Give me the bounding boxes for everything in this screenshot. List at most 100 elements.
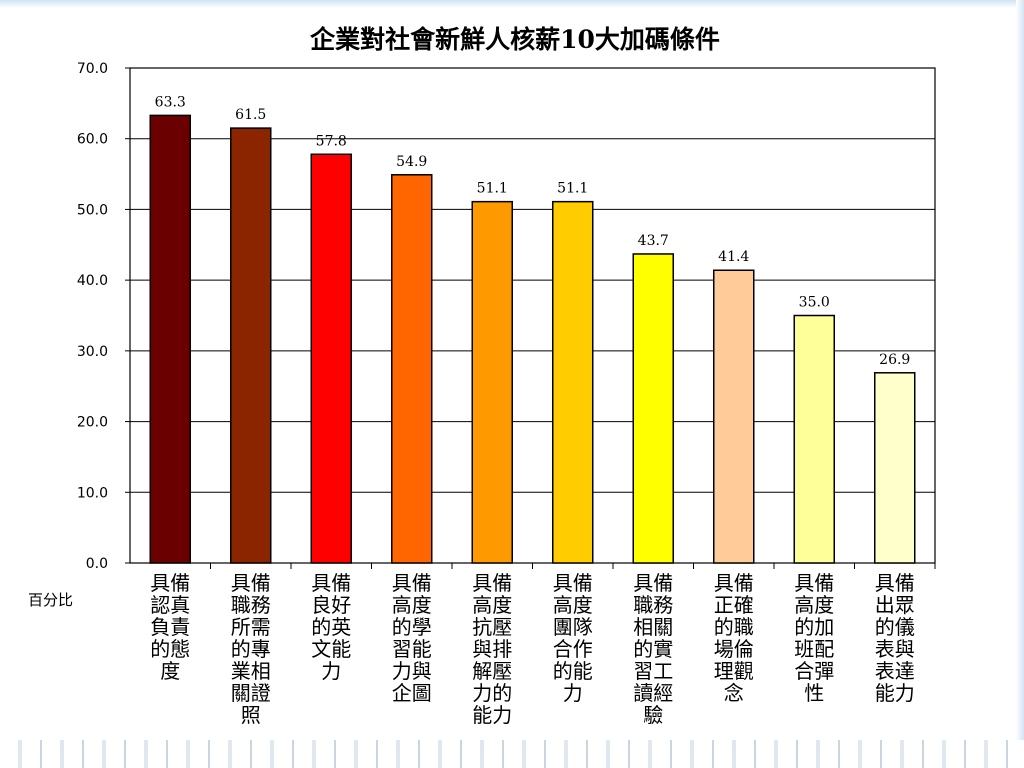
slide-top-band	[0, 0, 1024, 8]
x-category-label: 具備高度的學習能力與企圖	[392, 571, 432, 705]
x-category-label-line: 合作	[553, 637, 593, 661]
x-category-label-line: 的態	[150, 637, 190, 661]
x-category-label-line: 具備	[472, 571, 512, 595]
x-category-label-line: 念	[724, 681, 744, 705]
slide-right-edge	[1016, 0, 1024, 768]
bar	[310, 153, 352, 564]
bar-value-label: 51.1	[477, 181, 508, 197]
x-category-label: 具備高度團隊合作的能力	[553, 571, 593, 705]
x-category-label: 具備正確的職場倫理觀念	[714, 571, 754, 705]
bar	[874, 372, 916, 564]
bar-value-label: 63.3	[155, 94, 186, 110]
x-category-label-line: 具備	[392, 571, 432, 595]
x-category-label-line: 的能	[553, 659, 593, 683]
bar-value-label: 51.1	[557, 181, 588, 197]
slide-bottom-band	[0, 740, 1024, 768]
bar-value-label: 61.5	[235, 107, 266, 123]
x-category-label-line: 能力	[875, 681, 915, 705]
x-category-label-line: 習工	[633, 659, 673, 683]
x-category-label-line: 所需	[231, 615, 271, 639]
x-category-label-line: 具備	[553, 571, 593, 595]
y-tick-label: 10.0	[77, 485, 108, 501]
x-category-label-line: 場倫	[714, 637, 754, 661]
x-category-label-line: 出眾	[875, 593, 915, 617]
x-category-label-line: 讀經	[633, 681, 673, 705]
x-category-label: 具備職務相關的實習工讀經驗	[633, 571, 673, 727]
x-category-label-line: 具備	[150, 571, 190, 595]
x-category-label-line: 習能	[392, 637, 432, 661]
x-category-label-line: 解壓	[472, 659, 512, 683]
bar-value-label: 41.4	[718, 249, 749, 265]
x-category-label-line: 團隊	[553, 615, 593, 639]
x-category-label-line: 具備	[633, 571, 673, 595]
x-category-label-line: 的英	[311, 615, 351, 639]
x-category-label-line: 高度	[794, 593, 834, 617]
x-category-label-line: 企圖	[392, 681, 432, 705]
bar	[149, 114, 191, 564]
x-category-label-line: 與排	[472, 637, 512, 661]
x-category-label-line: 驗	[643, 703, 663, 727]
x-category-label-line: 具備	[231, 571, 271, 595]
bar	[793, 314, 835, 564]
x-category-label-line: 具備	[875, 571, 915, 595]
x-category-label-line: 的職	[714, 615, 754, 639]
x-category-label-line: 表達	[875, 659, 915, 683]
y-tick-label: 50.0	[77, 202, 108, 218]
bar	[471, 200, 513, 564]
x-category-label-line: 照	[241, 703, 261, 727]
x-category-label-line: 理觀	[714, 659, 754, 683]
y-tick-label: 20.0	[77, 415, 108, 431]
x-category-label-line: 合彈	[794, 659, 834, 683]
bar	[391, 174, 433, 564]
x-category-label: 具備高度抗壓與排解壓力的能力	[472, 571, 512, 727]
x-category-label-line: 力	[321, 659, 341, 683]
x-category-label-line: 力的	[472, 681, 512, 705]
y-tick-label: 70.0	[77, 61, 108, 77]
bar-value-label: 35.0	[799, 295, 830, 311]
x-category-label-line: 高度	[472, 593, 512, 617]
bar	[230, 127, 272, 564]
x-category-label: 具備良好的英文能力	[311, 571, 351, 683]
x-category-label-line: 高度	[553, 593, 593, 617]
y-tick-label: 40.0	[77, 273, 108, 289]
x-category-label-line: 的學	[392, 615, 432, 639]
x-category-label-line: 相關	[633, 615, 673, 639]
y-axis-unit-label: 百分比	[28, 591, 73, 609]
x-category-label-line: 職務	[231, 593, 271, 617]
x-category-label-line: 良好	[311, 593, 351, 617]
x-category-label-line: 業相	[231, 659, 271, 683]
x-category-label-line: 職務	[633, 593, 673, 617]
bar-value-label: 54.9	[396, 154, 427, 170]
x-category-label-line: 的儀	[875, 615, 915, 639]
y-tick-label: 30.0	[77, 344, 108, 360]
x-category-label-line: 的專	[231, 637, 271, 661]
x-category-label-line: 表與	[875, 637, 915, 661]
x-category-label-line: 具備	[714, 571, 754, 595]
x-category-label: 具備出眾的儀表與表達能力	[875, 571, 915, 705]
x-category-label-line: 負責	[150, 615, 190, 639]
bar-value-label: 26.9	[879, 352, 910, 368]
x-category-label-line: 關證	[231, 681, 271, 705]
x-category-label-line: 具備	[794, 571, 834, 595]
x-category-label: 具備高度的加班配合彈性	[794, 571, 834, 705]
x-category-label-line: 力	[563, 681, 583, 705]
x-category-label-line: 性	[804, 681, 824, 705]
x-category-label-line: 文能	[311, 637, 351, 661]
x-category-label-line: 班配	[794, 637, 834, 661]
x-category-label-line: 高度	[392, 593, 432, 617]
bar	[713, 269, 755, 564]
bar-value-label: 57.8	[316, 133, 347, 149]
bar	[632, 253, 674, 564]
x-category-label-line: 具備	[311, 571, 351, 595]
x-category-label-line: 抗壓	[472, 615, 512, 639]
x-category-label-line: 力與	[392, 659, 432, 683]
chart-title: 企業對社會新鮮人核薪10大加碼條件	[310, 25, 720, 54]
x-category-label: 具備認真負責的態度	[150, 571, 190, 683]
x-category-label-line: 能力	[472, 703, 512, 727]
x-category-label-line: 度	[160, 659, 180, 683]
bar-layer	[149, 114, 916, 564]
bar	[552, 200, 594, 564]
x-category-label-line: 的加	[794, 615, 834, 639]
label-layer: 0.0 10.0 20.0 30.0 40.0 50.0 60.0 70.0 63.3 具備認真負…	[77, 61, 915, 727]
